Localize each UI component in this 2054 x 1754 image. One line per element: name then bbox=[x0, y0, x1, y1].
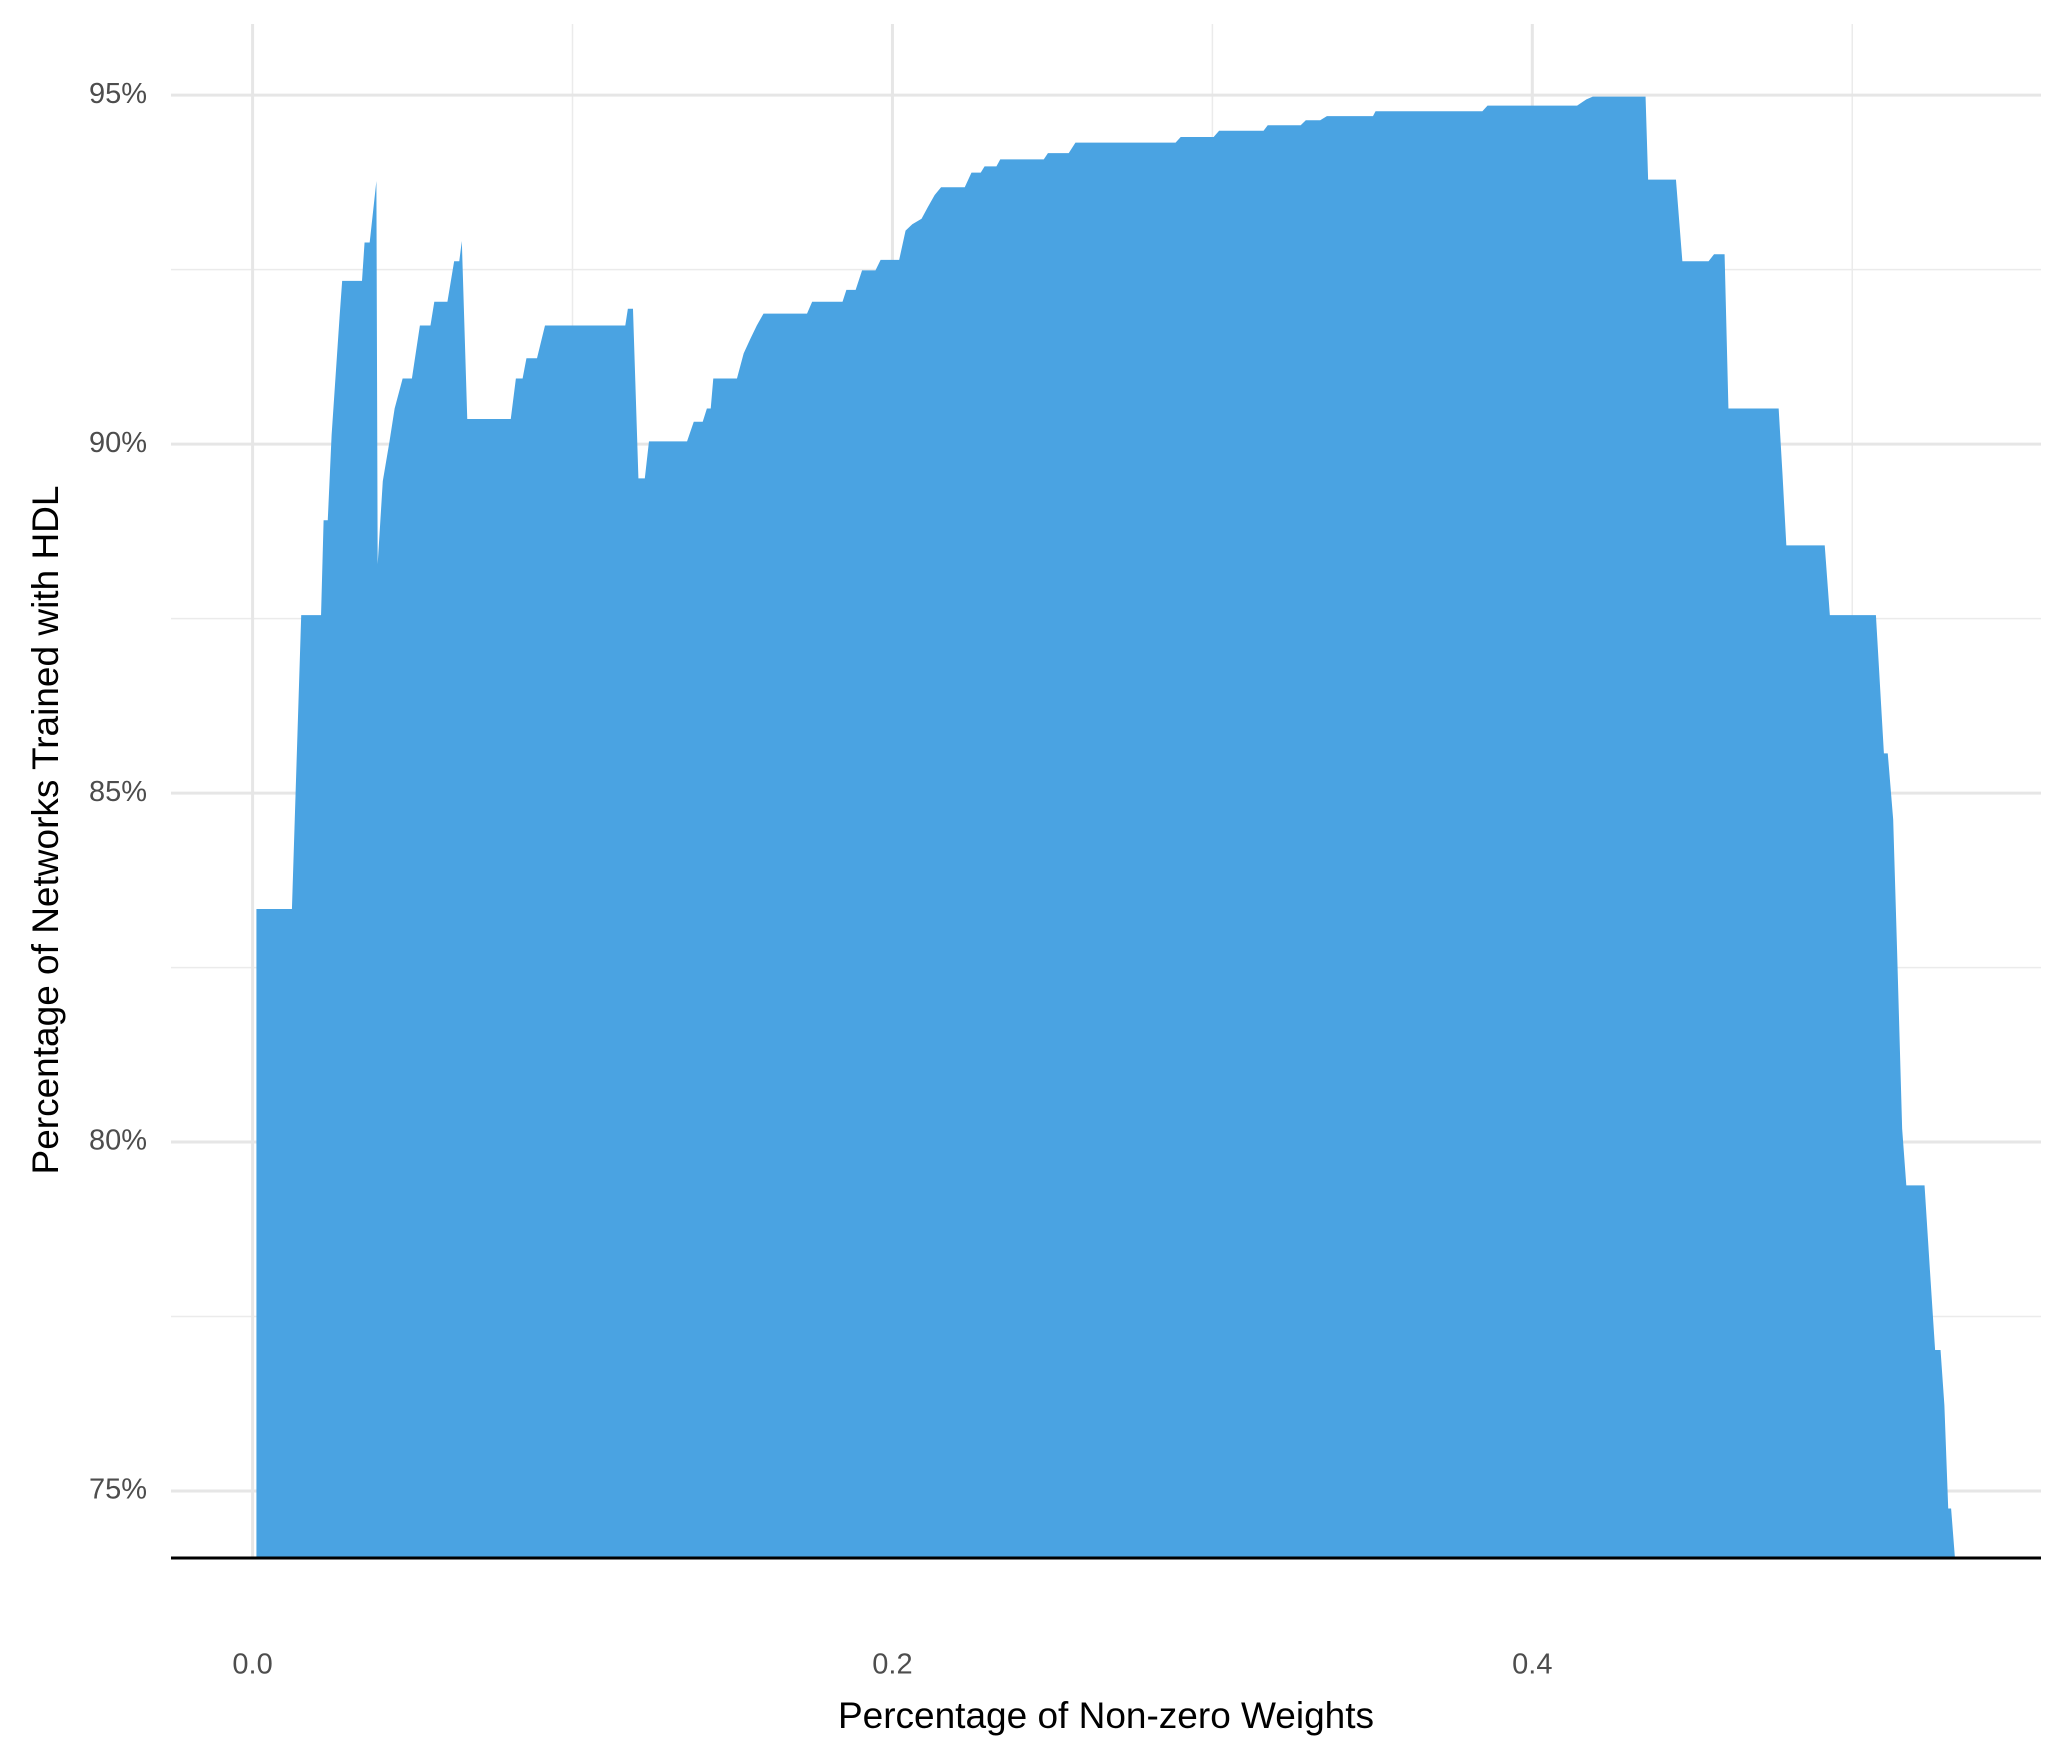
marks bbox=[256, 96, 1955, 1558]
y-tick-label: 90% bbox=[89, 427, 147, 459]
x-axis-title: Percentage of Non-zero Weights bbox=[838, 1695, 1374, 1736]
y-tick-label: 80% bbox=[89, 1125, 147, 1157]
y-axis-title: Percentage of Networks Trained with HDL bbox=[25, 486, 66, 1175]
area bbox=[256, 96, 1955, 1558]
y-tick-label: 85% bbox=[89, 776, 147, 808]
y-tick-label: 75% bbox=[89, 1474, 147, 1506]
y-tick-label: 95% bbox=[89, 78, 147, 110]
x-tick-label: 0.0 bbox=[232, 1649, 272, 1681]
x-tick-label: 0.4 bbox=[1512, 1649, 1552, 1681]
x-tick-label: 0.2 bbox=[872, 1649, 912, 1681]
